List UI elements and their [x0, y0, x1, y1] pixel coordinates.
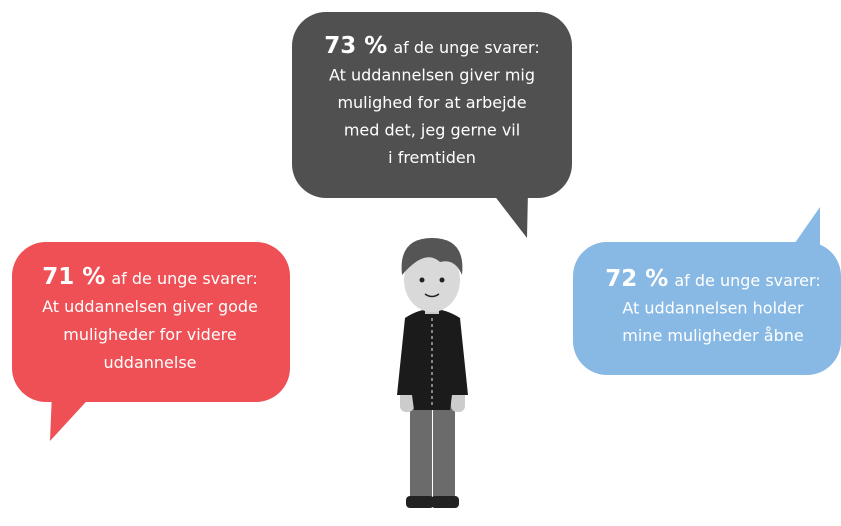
- bubble-line: mine muligheder åbne: [622, 326, 803, 345]
- lead-text: af de unge svarer:: [674, 271, 820, 290]
- lead-text: af de unge svarer:: [393, 38, 539, 57]
- bubble-line: i fremtiden: [388, 148, 476, 167]
- percent: 72 %: [605, 266, 668, 292]
- infographic: 73 % af de unge svarer: At uddannelsen giv…: [0, 0, 841, 526]
- bubble-line: mulighed for at arbejde: [337, 93, 526, 112]
- bubble-line: At uddannelsen holder: [622, 299, 804, 318]
- person: [397, 238, 468, 508]
- bubble-line: At uddannelsen giver mig: [329, 66, 535, 85]
- bubble-line: muligheder for videre: [63, 325, 237, 344]
- bubble-line: uddannelse: [103, 353, 196, 372]
- lead-text: af de unge svarer:: [111, 269, 257, 288]
- percent: 73 %: [324, 33, 387, 59]
- bubble-line: med det, jeg gerne vil: [344, 121, 520, 140]
- bubble-line: At uddannelsen giver gode: [42, 297, 258, 316]
- percent: 71 %: [42, 264, 105, 290]
